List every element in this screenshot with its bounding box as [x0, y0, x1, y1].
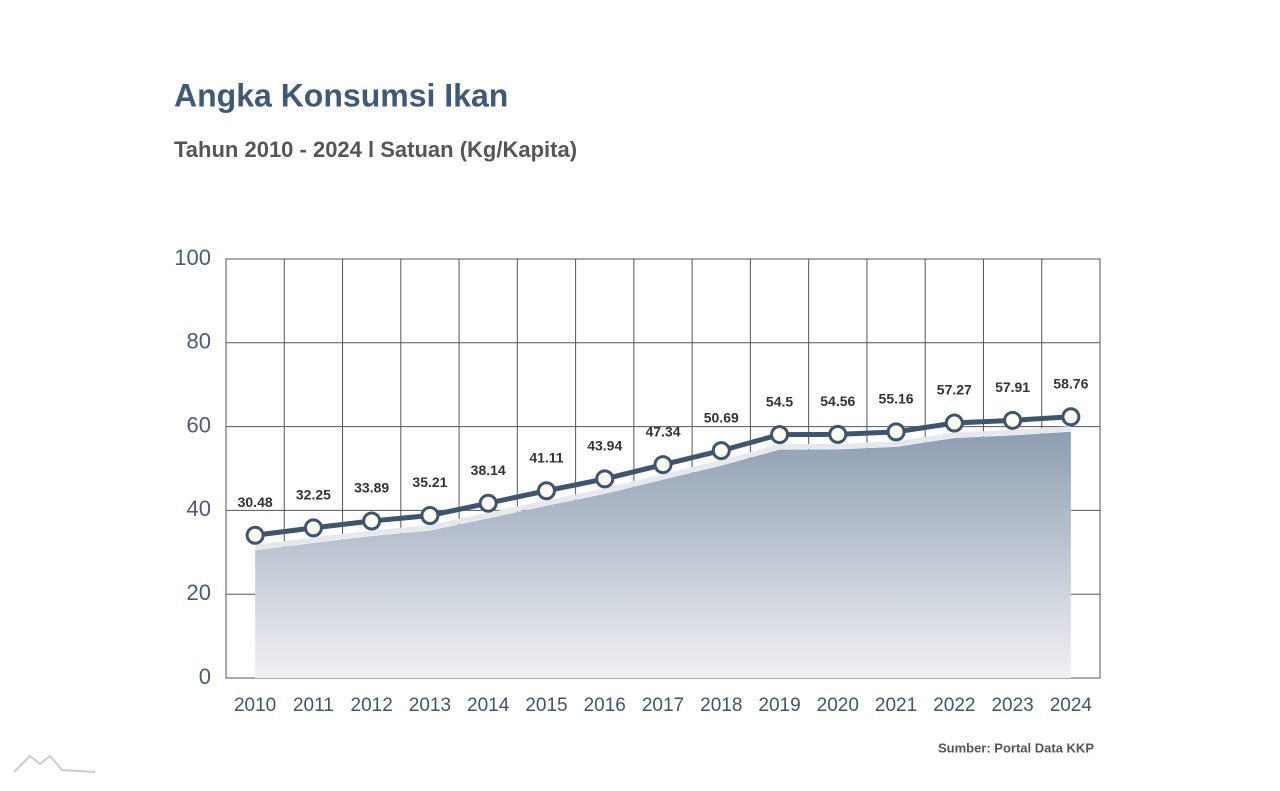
plot: 0 20 40 60 80 100 30.48 32.25 33.89 35.21 38.14 41.… [174, 245, 1101, 716]
y-tick-label: 60 [187, 412, 211, 437]
x-tick-label: 2011 [293, 695, 334, 716]
marker [595, 469, 615, 489]
area [255, 431, 1071, 678]
marker [245, 525, 265, 545]
value-label: 47.34 [645, 423, 680, 439]
value-label: 38.14 [471, 462, 506, 478]
y-tick-label: 20 [187, 580, 211, 605]
x-tick-label: 2017 [642, 695, 684, 716]
y-tick-label: 80 [187, 329, 211, 354]
value-label: 41.11 [529, 449, 563, 465]
y-tick-label: 0 [199, 664, 211, 689]
value-label: 58.76 [1053, 375, 1088, 391]
value-label: 50.69 [704, 409, 739, 425]
x-tick-label: 2023 [991, 695, 1033, 716]
marker [536, 481, 556, 501]
marker [1003, 410, 1023, 430]
marker [944, 413, 964, 433]
x-tick-label: 2015 [525, 695, 567, 716]
area-highlight [254, 426, 1072, 550]
value-label: 54.56 [820, 393, 855, 409]
value-label: 35.21 [412, 474, 447, 490]
chart-subtitle: Tahun 2010 - 2024 l Satuan (Kg/Kapita) [174, 137, 577, 162]
marker [1061, 407, 1081, 427]
value-label: 57.27 [937, 382, 972, 398]
x-tick-label: 2022 [933, 695, 975, 716]
chart-title: Angka Konsumsi Ikan [174, 77, 508, 113]
marker [420, 505, 440, 525]
marker [303, 518, 323, 538]
x-tick-label: 2024 [1050, 695, 1093, 716]
x-tick-label: 2020 [817, 695, 859, 716]
value-label: 32.25 [296, 487, 331, 503]
logo [13, 754, 96, 773]
x-tick-label: 2012 [351, 695, 393, 716]
value-label: 55.16 [879, 391, 914, 407]
marker [711, 441, 731, 461]
marker [362, 511, 382, 531]
y-tick-label: 40 [187, 496, 211, 521]
x-tick-label: 2021 [875, 695, 917, 716]
x-tick-label: 2014 [467, 695, 510, 716]
marker [478, 493, 498, 513]
marker [886, 422, 906, 442]
x-tick-label: 2013 [409, 695, 451, 716]
value-label: 30.48 [238, 494, 273, 510]
source-note: Sumber: Portal Data KKP [938, 740, 1094, 755]
marker [653, 455, 673, 475]
y-tick-label: 100 [174, 245, 211, 270]
value-label: 33.89 [354, 480, 389, 496]
marker [828, 424, 848, 444]
value-label: 57.91 [995, 379, 1030, 395]
x-tick-label: 2010 [234, 695, 276, 716]
marker [770, 425, 790, 445]
x-tick-label: 2016 [584, 695, 626, 716]
x-tick-label: 2018 [700, 695, 742, 716]
x-tick-label: 2019 [758, 695, 800, 716]
value-label: 43.94 [587, 438, 622, 454]
value-label: 54.5 [766, 393, 793, 409]
